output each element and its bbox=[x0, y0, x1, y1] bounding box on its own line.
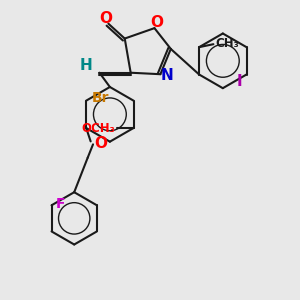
Text: F: F bbox=[56, 197, 65, 211]
Text: OCH₃: OCH₃ bbox=[81, 122, 115, 134]
Text: O: O bbox=[94, 136, 107, 151]
Text: O: O bbox=[99, 11, 112, 26]
Text: I: I bbox=[236, 74, 242, 89]
Text: H: H bbox=[80, 58, 92, 73]
Text: CH₃: CH₃ bbox=[215, 37, 239, 50]
Text: O: O bbox=[150, 15, 163, 30]
Text: N: N bbox=[160, 68, 173, 83]
Text: Br: Br bbox=[92, 91, 109, 105]
